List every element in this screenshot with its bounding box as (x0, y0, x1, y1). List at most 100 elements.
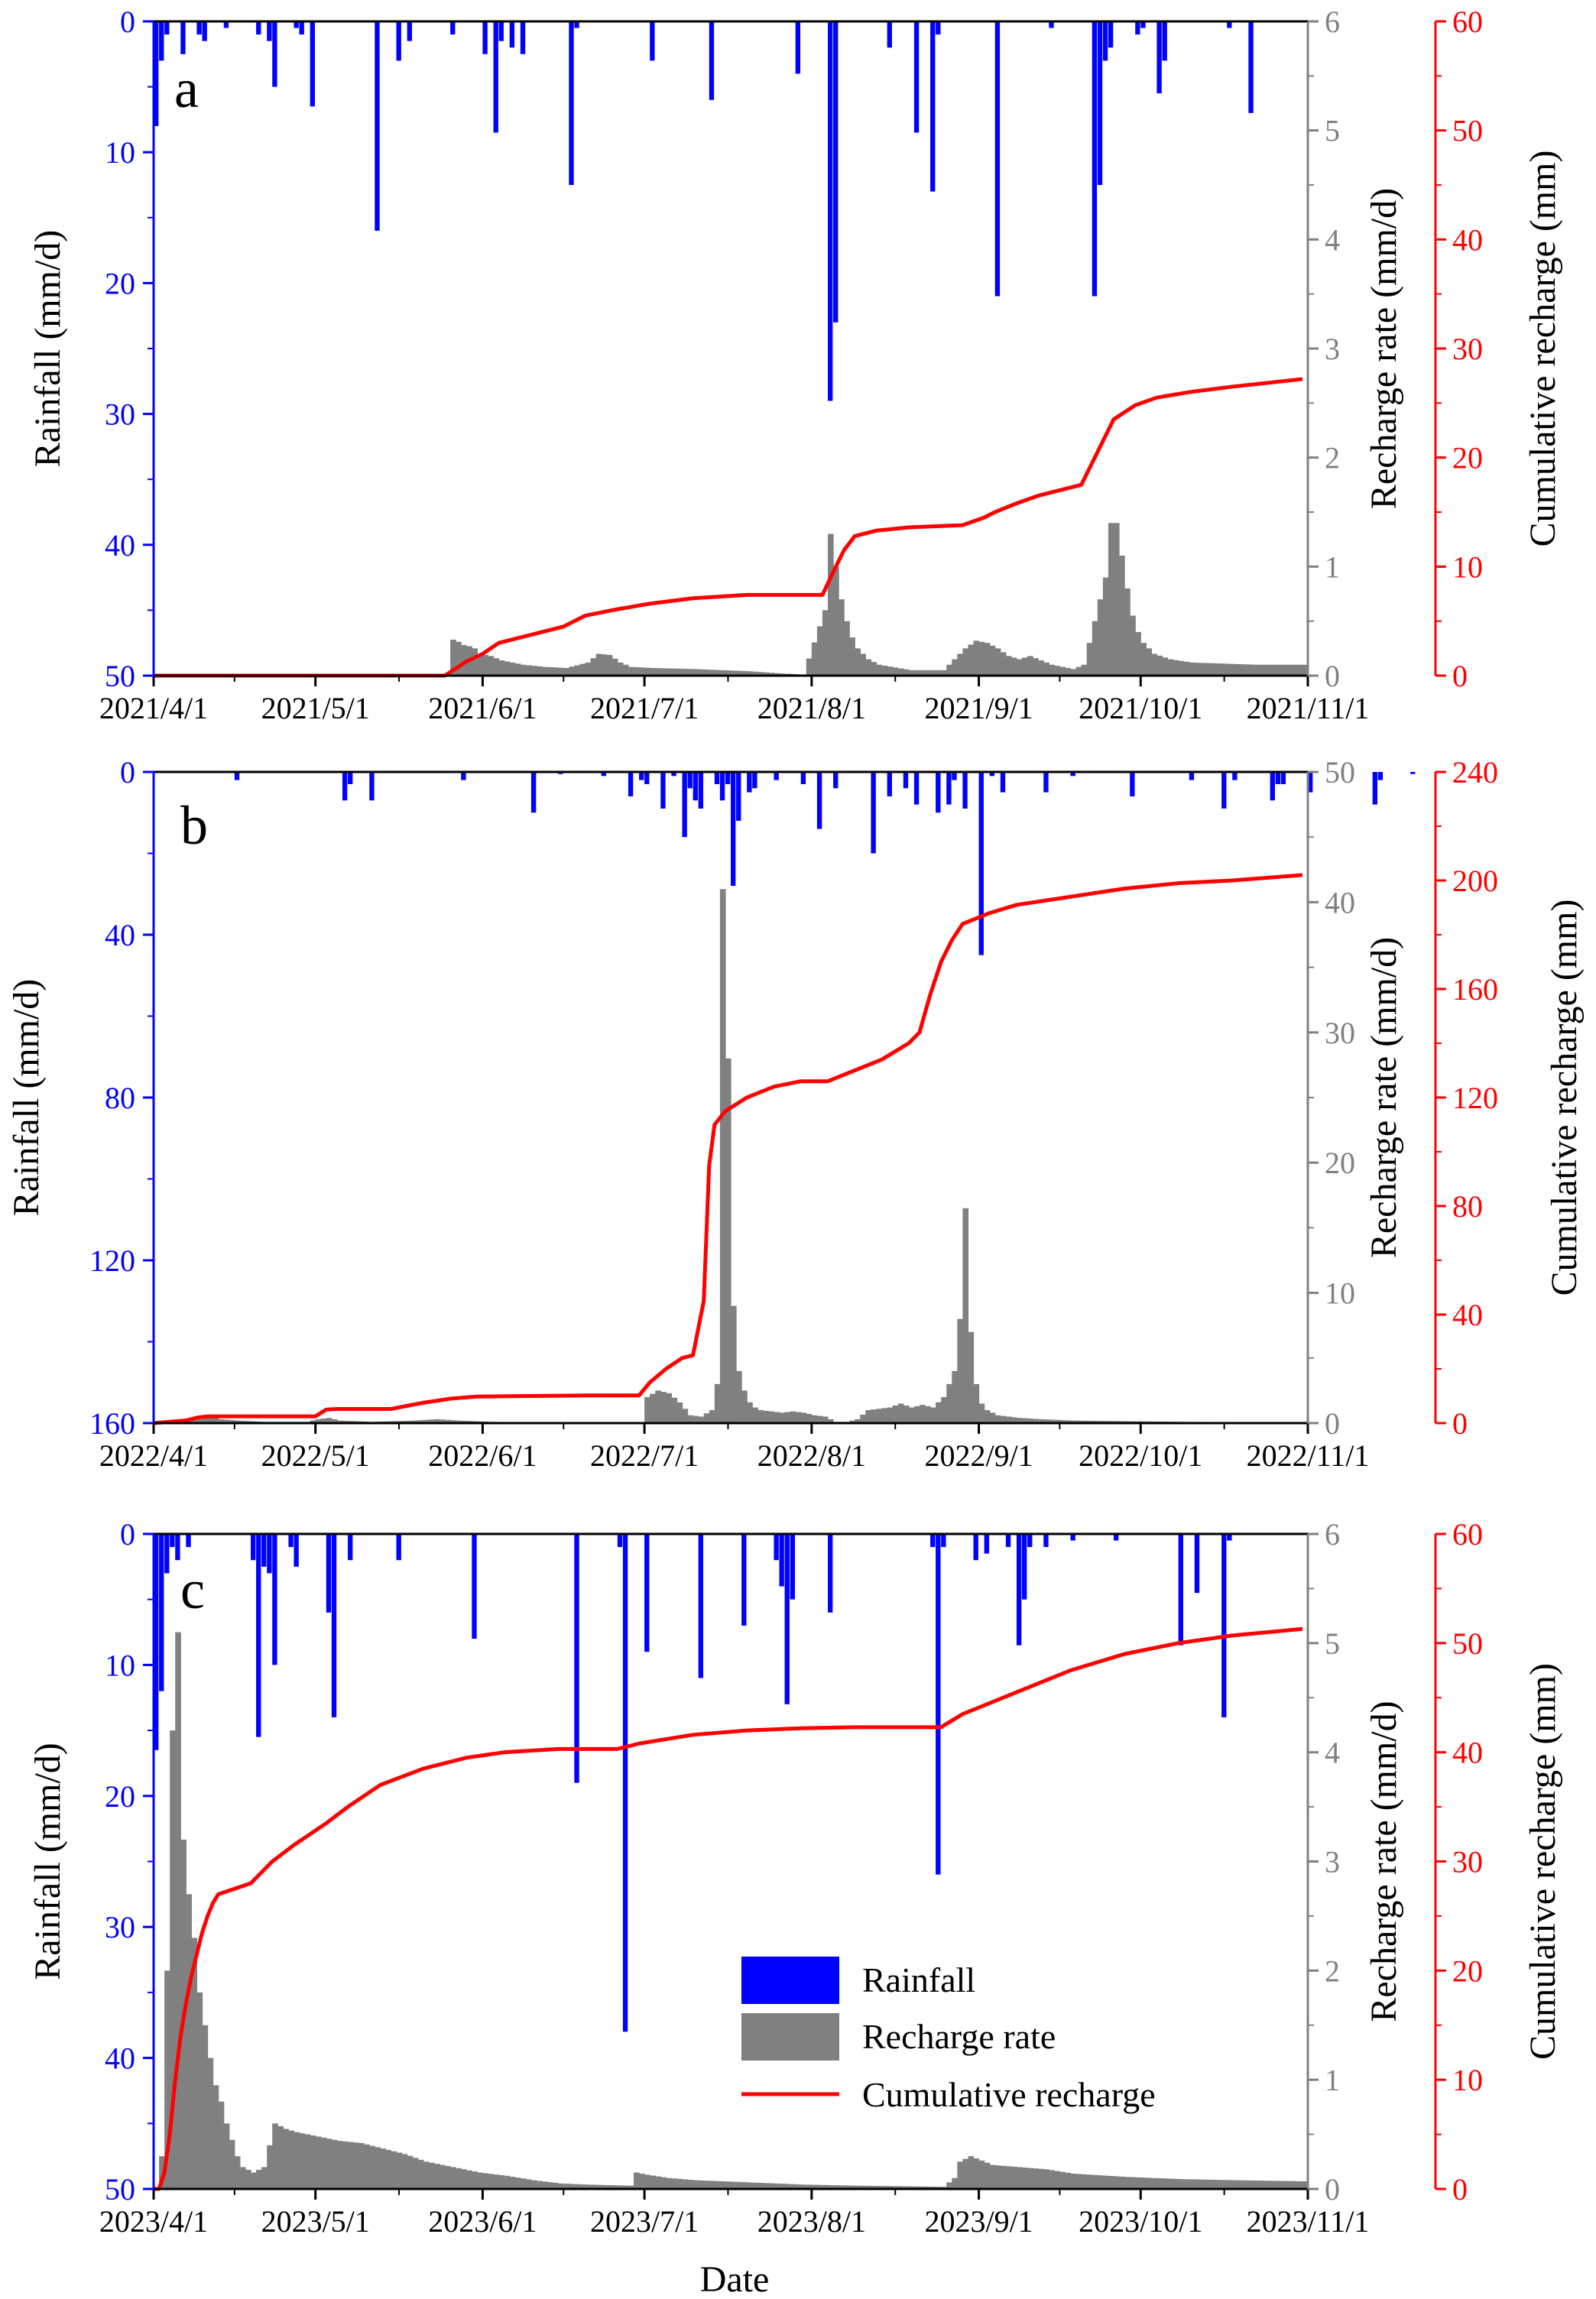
recharge-bar (1216, 663, 1222, 676)
rainfall-bar (154, 21, 159, 126)
recharge-bar (223, 2123, 230, 2189)
recharge-bar (1243, 664, 1249, 676)
recharge-bar (1151, 653, 1158, 676)
recharge-bar (822, 610, 829, 676)
recharge-bar (423, 1419, 430, 1423)
recharge-bar (407, 2155, 414, 2189)
recharge-tick-label: 0 (1325, 659, 1340, 693)
recharge-bar (1280, 664, 1287, 676)
rainfall-bar (375, 21, 380, 231)
recharge-bar (1081, 664, 1088, 676)
recharge-bar (973, 640, 980, 676)
recharge-bar (428, 1419, 435, 1423)
recharge-axis-title: Recharge rate (mm/d) (1364, 937, 1404, 1258)
recharge-bar (871, 2185, 877, 2189)
recharge-bar (1210, 663, 1217, 676)
recharge-bar (784, 2184, 791, 2189)
rainfall-bar (1130, 772, 1135, 796)
recharge-bar (741, 671, 748, 676)
rainfall-bar (1022, 1534, 1027, 1600)
recharge-bar (261, 2167, 268, 2189)
recharge-bar (283, 2129, 290, 2189)
rainfall-bar (159, 21, 164, 61)
recharge-bar (348, 2142, 354, 2189)
recharge-bar (628, 2185, 634, 2189)
recharge-bar (595, 2184, 602, 2189)
recharge-bar (816, 626, 823, 676)
recharge-bar (401, 2154, 408, 2189)
recharge-bar (806, 1414, 813, 1423)
rainfall-bar (267, 21, 272, 41)
recharge-bar (978, 2160, 985, 2189)
recharge-bar (461, 645, 467, 676)
recharge-bar (391, 2151, 397, 2189)
recharge-tick-label: 3 (1325, 1845, 1340, 1879)
rainfall-bar (828, 21, 833, 401)
recharge-bar (693, 1415, 699, 1423)
recharge-bar (456, 1420, 462, 1423)
rainfall-bar (299, 21, 304, 35)
recharge-tick-label: 1 (1325, 2063, 1340, 2097)
recharge-bar (353, 2142, 359, 2189)
recharge-bar (897, 668, 904, 676)
recharge-bar (828, 1419, 834, 1423)
recharge-bar (1291, 664, 1298, 676)
recharge-bar (315, 2136, 322, 2189)
recharge-tick-label: 5 (1325, 114, 1340, 148)
recharge-tick-label: 30 (1325, 1016, 1355, 1050)
recharge-bar (644, 1396, 650, 1423)
recharge-bar (493, 658, 500, 676)
recharge-bar (978, 641, 985, 676)
recharge-bar (655, 2176, 661, 2189)
recharge-bar (1259, 664, 1266, 676)
recharge-bar (1199, 2179, 1206, 2189)
cumulative-tick-label: 20 (1452, 1954, 1483, 1988)
recharge-bar (757, 1409, 764, 1423)
rainfall-bar (450, 21, 456, 35)
left-tick-label: 0 (120, 1517, 135, 1552)
recharge-bar (747, 1402, 753, 1423)
recharge-bar (320, 2137, 327, 2189)
recharge-tick-label: 40 (1325, 885, 1355, 919)
recharge-axis-title: Recharge rate (mm/d) (1364, 188, 1404, 509)
rainfall-bar (1194, 1534, 1200, 1594)
rainfall-bar (984, 1534, 989, 1554)
recharge-bar (207, 1415, 214, 1423)
recharge-bar (962, 648, 969, 676)
x-tick-label: 2022/4/1 (99, 1438, 208, 1473)
x-tick-label: 2021/5/1 (261, 691, 370, 725)
rainfall-bar (800, 772, 806, 784)
rainfall-bar (731, 772, 736, 887)
recharge-bar (1194, 2179, 1201, 2189)
recharge-bar (1054, 2171, 1061, 2189)
recharge-bar (1173, 660, 1179, 676)
recharge-bar (903, 2186, 910, 2189)
recharge-bar (218, 1419, 225, 1423)
rainfall-bar (396, 1534, 401, 1561)
recharge-bar (229, 2139, 235, 2189)
recharge-bar (585, 662, 592, 676)
recharge-bar (256, 2170, 262, 2189)
rainfall-bar (1156, 21, 1162, 94)
recharge-bar (1264, 2181, 1271, 2189)
recharge-bar (331, 2139, 338, 2189)
panel-label: b (180, 795, 208, 856)
recharge-bar (719, 889, 726, 1423)
recharge-bar (1054, 666, 1061, 676)
recharge-bar (655, 668, 661, 676)
recharge-bar (1189, 662, 1195, 676)
recharge-bar (336, 2141, 343, 2189)
recharge-bar (962, 2158, 969, 2189)
rainfall-bar (1275, 772, 1281, 784)
recharge-bar (450, 2167, 456, 2189)
recharge-bar (871, 1409, 877, 1423)
recharge-bar (1086, 1420, 1093, 1423)
rainfall-bar (170, 1534, 175, 1548)
recharge-bar (871, 662, 877, 676)
recharge-bar (763, 2183, 769, 2189)
recharge-bar (1254, 664, 1260, 676)
recharge-bar (892, 2186, 899, 2189)
rainfall-bar (774, 772, 779, 780)
recharge-bar (1221, 2180, 1228, 2189)
recharge-bar (800, 2184, 807, 2189)
